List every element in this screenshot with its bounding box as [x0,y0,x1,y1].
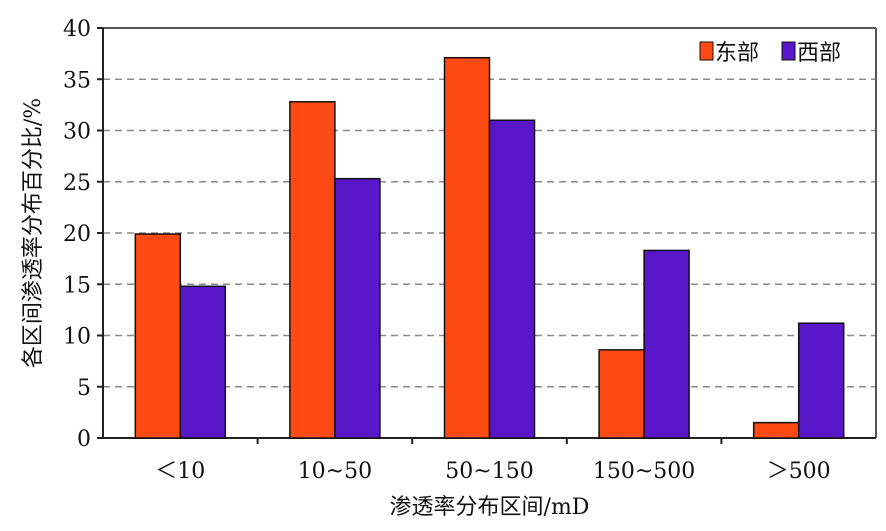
legend-swatch-0 [699,41,714,61]
x-tick-label: 50~150 [445,459,533,484]
y-tick-label: 30 [63,120,91,145]
y-tick-label: 35 [63,68,91,93]
bar-东部-1 [289,101,336,439]
y-tick-label: 25 [63,171,91,196]
bar-西部-2 [488,119,536,439]
x-axis-label: 渗透率分布区间/mD [390,495,590,520]
legend-label-1: 西部 [797,41,841,66]
x-tick-label: ＞500 [767,459,831,484]
y-tick-label: 0 [77,427,91,452]
bar-西部-4 [797,322,845,439]
y-tick-label: 10 [63,325,91,350]
bar-东部-2 [443,56,491,439]
y-tick-label: 40 [63,17,91,42]
bar-西部-0 [179,285,227,439]
y-axis-label: 各区间渗透率分布百分比/% [21,98,46,368]
legend-label-0: 东部 [715,41,759,66]
x-tick-label: ＜10 [155,459,205,484]
y-tick-label: 15 [63,273,91,298]
bar-西部-1 [334,177,381,439]
y-tick-label: 5 [77,376,91,401]
legend-swatch-1 [781,41,796,61]
x-axis-ticks: ＜10 10~50 50~150 150~500 ＞500 [155,438,831,484]
bar-东部-0 [134,233,182,439]
x-tick-label: 10~50 [298,459,372,484]
bars [134,56,845,439]
legend: 东部 西部 [699,41,841,66]
bar-东部-4 [752,421,800,439]
y-tick-label: 20 [63,222,91,247]
bar-东部-3 [598,349,645,439]
x-tick-label: 150~500 [593,459,695,484]
bar-西部-3 [643,249,690,439]
y-axis-ticks: 0 5 10 15 20 25 30 35 40 [63,17,103,452]
